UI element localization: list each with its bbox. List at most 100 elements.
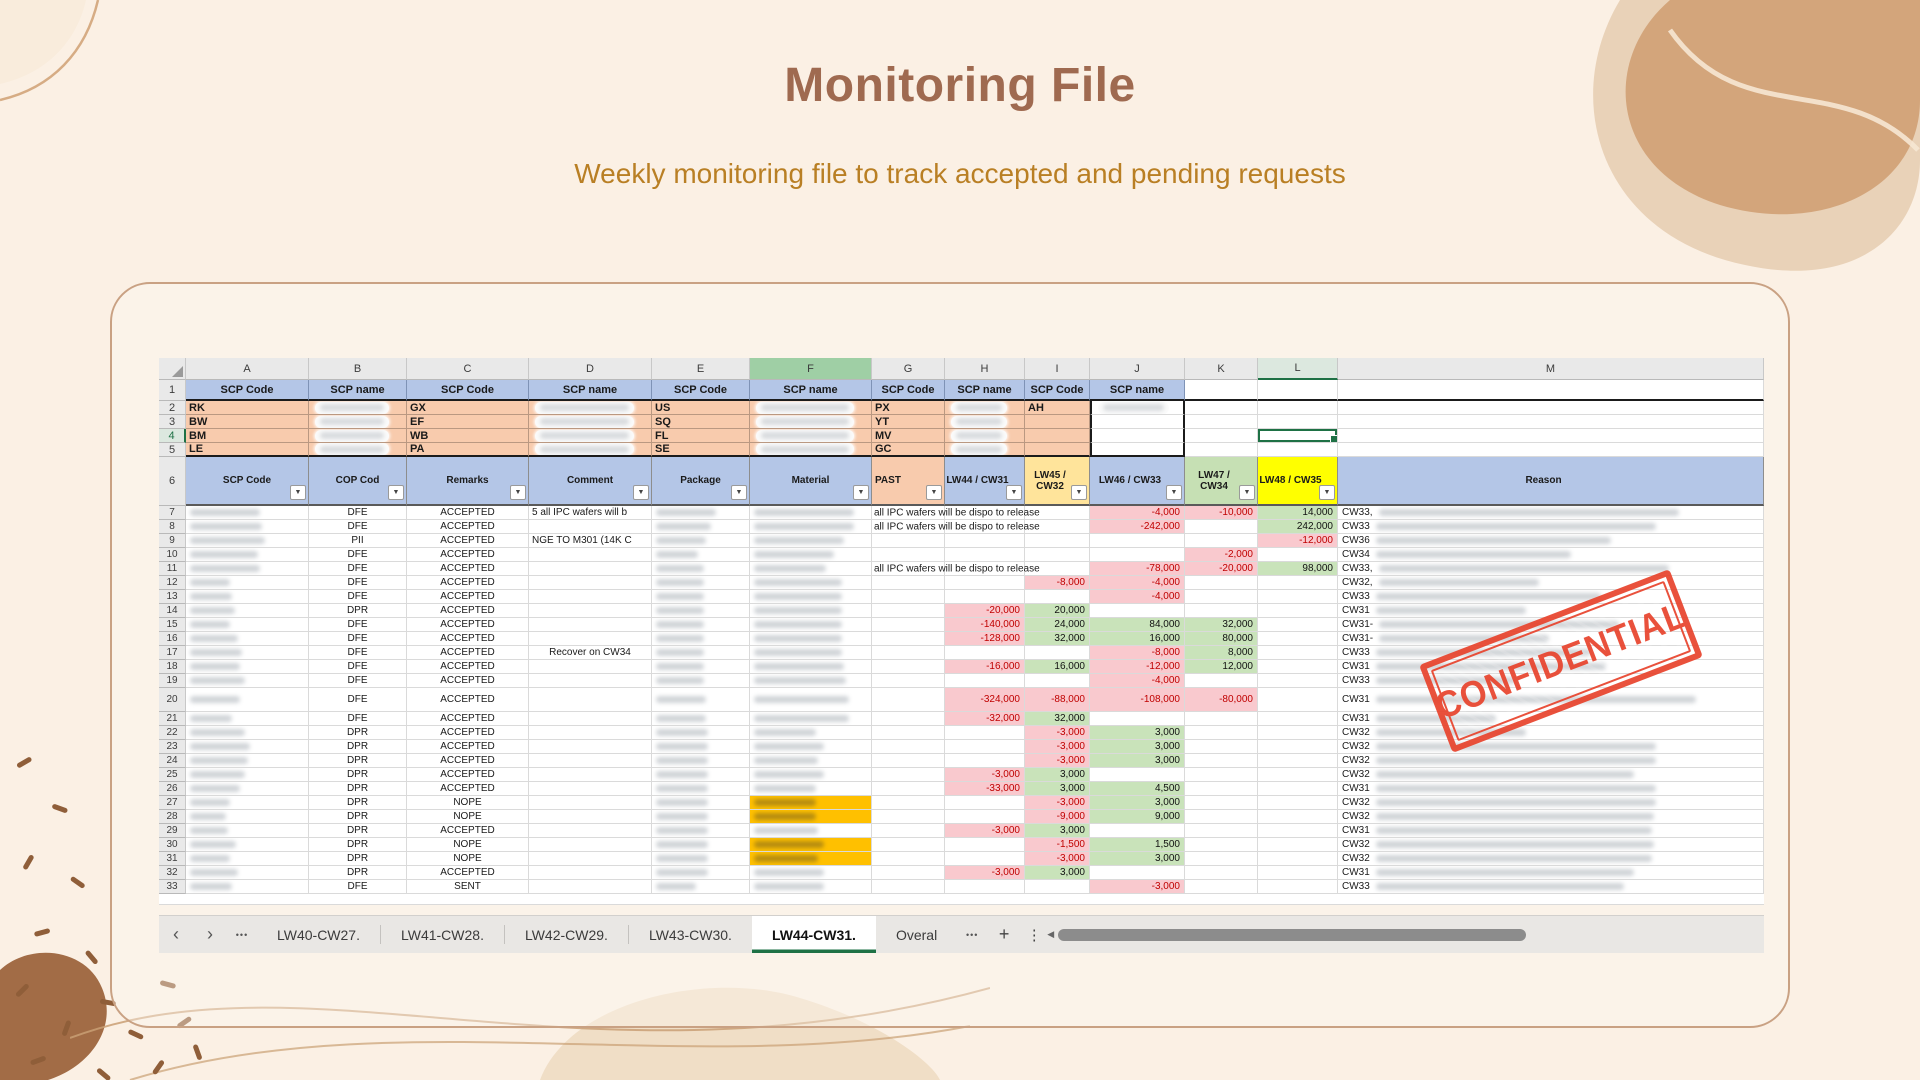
row-number-29[interactable]: 29 [159,824,186,838]
reason-cell[interactable]: CW32, [1338,576,1764,590]
scp-code-cell[interactable] [186,660,309,674]
week-value-cell[interactable] [1185,674,1258,688]
sheet-tab-overal[interactable]: Overal [895,926,938,943]
comment-cell[interactable] [529,660,652,674]
remarks-cell[interactable]: ACCEPTED [407,768,529,782]
material-cell[interactable] [750,520,872,534]
sheet-tab-lw42-cw29-[interactable]: LW42-CW29. [524,926,608,943]
past-cell[interactable] [872,604,945,618]
week-value-cell[interactable]: -33,000 [945,782,1025,796]
reason-cell[interactable]: CW31 [1338,688,1764,712]
column-letter-C[interactable]: C [407,358,529,380]
comment-cell[interactable] [529,824,652,838]
package-cell[interactable] [652,796,750,810]
past-cell[interactable] [872,880,945,894]
past-cell[interactable] [872,646,945,660]
past-cell[interactable] [872,838,945,852]
week-value-cell[interactable] [1025,562,1090,576]
past-cell[interactable] [872,590,945,604]
scp-name-cell[interactable] [1090,415,1185,429]
horizontal-scrollbar[interactable]: ◀ [1047,916,1764,953]
comment-cell[interactable] [529,520,652,534]
cop-code-cell[interactable]: DPR [309,796,407,810]
scp-code-cell[interactable] [186,674,309,688]
filter-dropdown-button[interactable]: ▼ [510,485,526,500]
cop-code-cell[interactable]: DPR [309,852,407,866]
week-value-cell[interactable]: -3,000 [1025,726,1090,740]
remarks-cell[interactable]: ACCEPTED [407,754,529,768]
package-cell[interactable] [652,506,750,520]
scp-name-cell[interactable] [750,401,872,415]
week-value-cell[interactable] [945,562,1025,576]
cop-code-cell[interactable]: DPR [309,824,407,838]
package-cell[interactable] [652,726,750,740]
week-value-cell[interactable] [1258,548,1338,562]
scp-code-cell[interactable] [186,604,309,618]
cop-code-cell[interactable]: DPR [309,838,407,852]
column-letter-H[interactable]: H [945,358,1025,380]
week-value-cell[interactable]: -4,000 [1090,674,1185,688]
scp-header[interactable]: SCP name [529,380,652,401]
scp-code-cell[interactable]: MV [872,429,945,443]
filter-dropdown-button[interactable]: ▼ [1166,485,1182,500]
week-value-cell[interactable]: 80,000 [1185,632,1258,646]
reason-cell[interactable]: CW31 [1338,866,1764,880]
reason-cell[interactable]: CW32 [1338,838,1764,852]
material-cell[interactable] [750,796,872,810]
week-value-cell[interactable]: 1,500 [1090,838,1185,852]
week-value-cell[interactable]: -3,000 [1025,740,1090,754]
scp-name-cell[interactable] [945,443,1025,457]
remarks-cell[interactable]: SENT [407,880,529,894]
week-value-cell[interactable] [1185,782,1258,796]
row-number-17[interactable]: 17 [159,646,186,660]
comment-cell[interactable] [529,782,652,796]
scp-code-cell[interactable]: AH [1025,401,1090,415]
week-value-cell[interactable] [1258,726,1338,740]
scp-code-cell[interactable] [1025,415,1090,429]
package-cell[interactable] [652,548,750,562]
package-cell[interactable] [652,754,750,768]
week-value-cell[interactable] [1185,576,1258,590]
week-value-cell[interactable] [945,646,1025,660]
week-value-cell[interactable] [1185,768,1258,782]
scp-code-cell[interactable]: PA [407,443,529,457]
week-value-cell[interactable]: 14,000 [1258,506,1338,520]
row-number-1[interactable]: 1 [159,380,186,401]
past-cell[interactable] [872,824,945,838]
row-number-24[interactable]: 24 [159,754,186,768]
cop-code-cell[interactable]: DPR [309,810,407,824]
reason-cell[interactable]: CW33, [1338,562,1764,576]
reason-cell[interactable]: CW31 [1338,782,1764,796]
scp-code-cell[interactable] [186,880,309,894]
row-number-30[interactable]: 30 [159,838,186,852]
week-value-cell[interactable] [1025,534,1090,548]
row-number-2[interactable]: 2 [159,401,186,415]
past-cell[interactable]: all IPC wafers will be dispo to release [872,562,1040,576]
week-value-cell[interactable] [1258,604,1338,618]
material-cell[interactable] [750,740,872,754]
cop-code-cell[interactable]: DFE [309,506,407,520]
week-value-cell[interactable]: 32,000 [1025,712,1090,726]
remarks-cell[interactable]: NOPE [407,852,529,866]
scp-code-cell[interactable] [1025,429,1090,443]
week-value-cell[interactable] [1025,590,1090,604]
week-value-cell[interactable] [1258,674,1338,688]
package-cell[interactable] [652,660,750,674]
comment-cell[interactable] [529,590,652,604]
row-number-6[interactable]: 6 [159,457,186,506]
empty-cell[interactable] [1185,401,1258,415]
week-value-cell[interactable] [1185,838,1258,852]
column-letter-A[interactable]: A [186,358,309,380]
row-number-13[interactable]: 13 [159,590,186,604]
week-value-cell[interactable]: -9,000 [1025,810,1090,824]
empty-cell[interactable] [1258,429,1338,443]
week-value-cell[interactable]: -3,000 [945,866,1025,880]
past-cell[interactable] [872,726,945,740]
reason-cell[interactable]: CW32 [1338,768,1764,782]
empty-cell[interactable] [1185,443,1258,457]
week-value-cell[interactable] [1185,740,1258,754]
scp-code-cell[interactable] [186,618,309,632]
column-letter-B[interactable]: B [309,358,407,380]
scp-code-cell[interactable] [186,534,309,548]
past-cell[interactable] [872,782,945,796]
